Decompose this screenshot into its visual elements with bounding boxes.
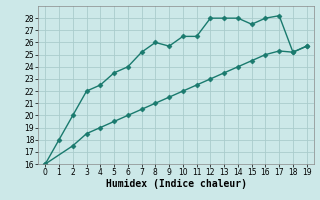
- X-axis label: Humidex (Indice chaleur): Humidex (Indice chaleur): [106, 179, 246, 189]
